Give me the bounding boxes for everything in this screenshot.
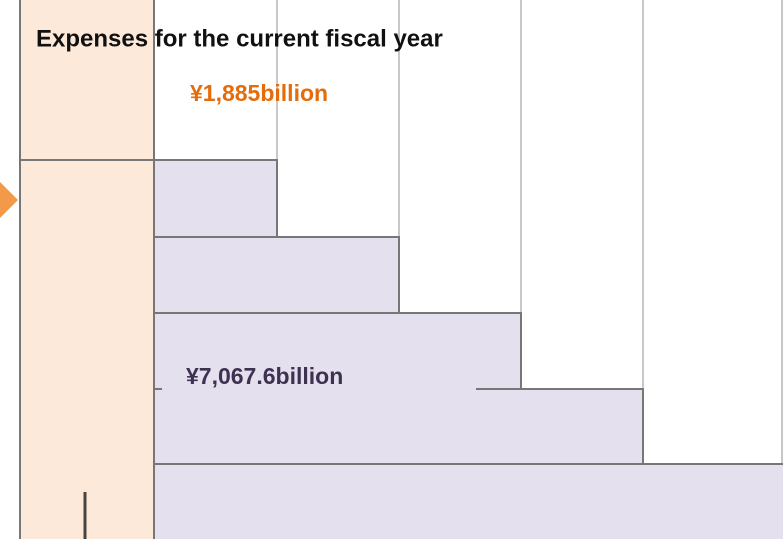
step	[153, 236, 400, 314]
step	[153, 159, 278, 238]
steps	[153, 159, 783, 539]
step	[153, 388, 644, 465]
arrow	[0, 182, 18, 218]
orange-column	[19, 0, 155, 539]
grid	[276, 0, 783, 464]
label-patch	[162, 360, 476, 394]
bottom-amount: ¥7,067.6billion	[186, 363, 343, 389]
title: Expenses for the current fiscal year	[36, 25, 443, 52]
top-amount: ¥1,885billion	[190, 80, 328, 106]
step	[153, 463, 783, 539]
